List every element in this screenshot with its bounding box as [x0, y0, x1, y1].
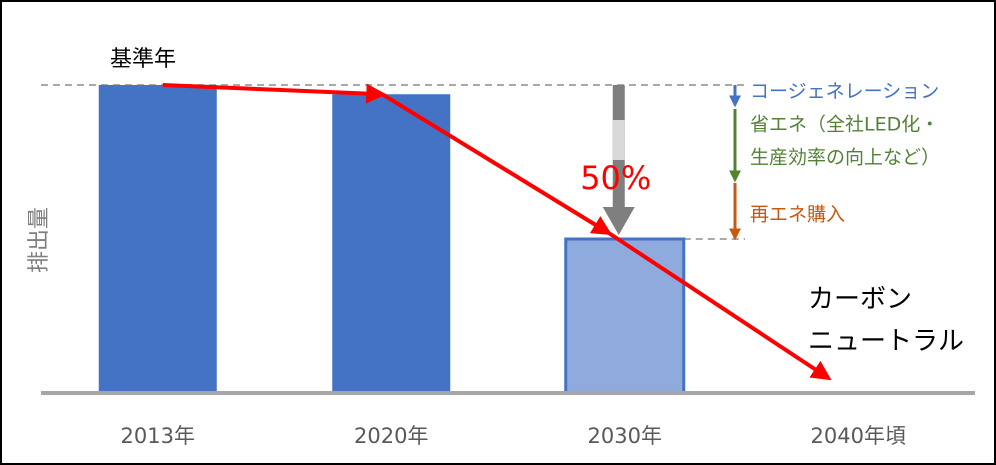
reference-label: 基準年 — [110, 47, 176, 72]
bar — [98, 85, 217, 393]
end-label: ニュートラル — [808, 327, 964, 357]
y-axis-label: 排出量 — [27, 207, 52, 273]
end-label: カーボン — [808, 285, 912, 315]
bar — [564, 237, 686, 395]
reduction-label: 50% — [580, 159, 651, 197]
breakdown-label: 再エネ購入 — [750, 204, 845, 226]
breakdown-label: 省エネ（全社LED化・ — [750, 114, 939, 136]
x-tick-label: 2013年 — [121, 424, 195, 448]
breakdown-label: コージェネレーション — [750, 81, 939, 103]
bar — [332, 94, 451, 394]
trend-segment — [381, 92, 613, 236]
breakdown-label: 生産効率の向上など） — [750, 147, 940, 169]
x-tick-label: 2030年 — [588, 424, 662, 448]
x-tick-label: 2040年頃 — [811, 424, 906, 448]
trend-segment — [607, 231, 832, 381]
trend-segment — [162, 83, 387, 104]
x-tick-label: 2020年 — [354, 424, 428, 448]
reduction-arrow-light — [612, 120, 625, 160]
reduction-arrow-head — [602, 207, 635, 235]
